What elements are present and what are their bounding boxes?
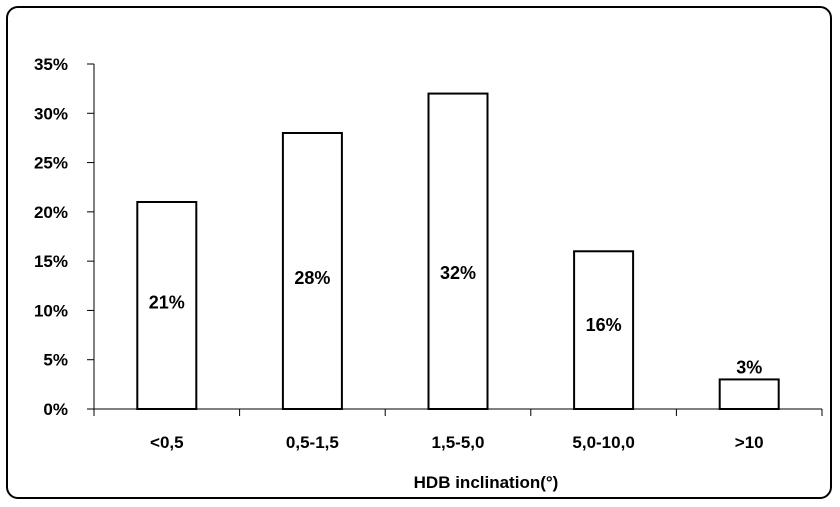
x-tick-label: 1,5-5,0 xyxy=(432,433,485,452)
bar xyxy=(281,132,343,410)
bar xyxy=(136,201,198,410)
data-label: 21% xyxy=(149,293,185,313)
y-tick-label: 10% xyxy=(34,301,68,320)
data-label: 32% xyxy=(440,263,476,283)
x-axis-title: HDB inclination(°) xyxy=(414,473,559,492)
y-tick-label: 25% xyxy=(34,154,68,173)
data-label: 28% xyxy=(294,268,330,288)
y-tick-label: 35% xyxy=(34,55,68,74)
y-tick-label: 20% xyxy=(34,203,68,222)
data-label: 16% xyxy=(586,315,622,335)
x-tick-label: 0,5-1,5 xyxy=(286,433,339,452)
bar xyxy=(573,250,635,410)
data-label: 3% xyxy=(736,357,762,377)
x-tick-label: <0,5 xyxy=(150,433,184,452)
y-tick-label: 0% xyxy=(43,400,68,419)
y-tick-label: 15% xyxy=(34,252,68,271)
bar xyxy=(718,378,780,410)
bar xyxy=(427,92,489,410)
x-tick-label: 5,0-10,0 xyxy=(572,433,634,452)
y-tick-label: 5% xyxy=(43,351,68,370)
x-tick-label: >10 xyxy=(735,433,764,452)
y-tick-label: 30% xyxy=(34,104,68,123)
